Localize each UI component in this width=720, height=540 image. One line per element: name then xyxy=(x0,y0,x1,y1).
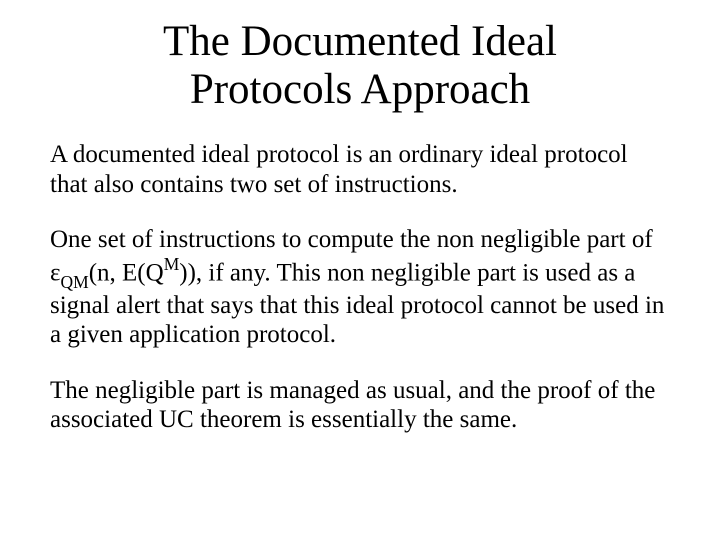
p2-seg1: One set of instructions to compute the n… xyxy=(50,226,653,253)
p2-sub-q: Q xyxy=(61,272,74,292)
slide: The Documented Ideal Protocols Approach … xyxy=(0,0,720,540)
paragraph-1: A documented ideal protocol is an ordina… xyxy=(50,140,670,199)
p2-seg2: (n, E(Q xyxy=(89,259,164,286)
paragraph-2: One set of instructions to compute the n… xyxy=(50,225,670,349)
p2-epsilon: ε xyxy=(50,259,61,286)
title-line-2: Protocols Approach xyxy=(190,66,530,113)
paragraph-3: The negligible part is managed as usual,… xyxy=(50,376,670,435)
title-line-1: The Documented Ideal xyxy=(163,18,557,65)
p2-sup-m: M xyxy=(164,254,180,274)
p2-sub-m: M xyxy=(73,272,89,292)
slide-title: The Documented Ideal Protocols Approach xyxy=(50,18,670,114)
